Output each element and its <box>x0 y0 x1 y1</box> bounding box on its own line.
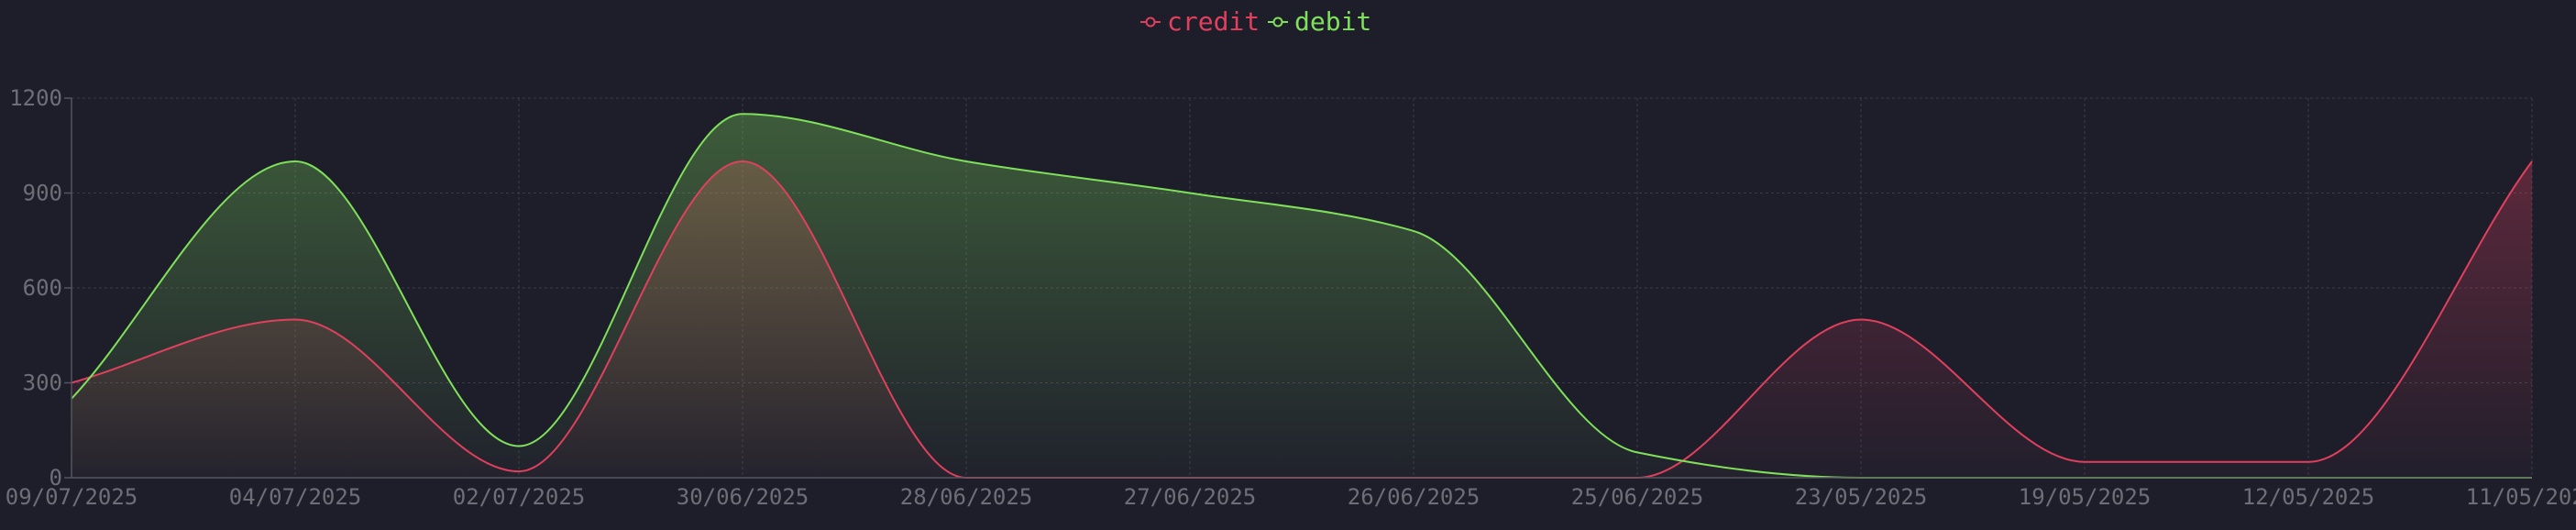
x-tick-label: 23/05/2025 <box>1795 484 1928 510</box>
x-tick-label: 09/07/2025 <box>6 484 138 510</box>
y-tick-label: 0 <box>50 465 62 491</box>
x-tick-label: 30/06/2025 <box>677 484 809 510</box>
legend[interactable]: credit debit <box>1140 6 1371 37</box>
y-tick-label: 300 <box>23 370 62 396</box>
y-tick-label: 600 <box>23 275 62 301</box>
x-tick-label: 12/05/2025 <box>2242 484 2375 510</box>
x-tick-label: 25/06/2025 <box>1571 484 1704 510</box>
legend-label: debit <box>1294 6 1371 37</box>
y-tick-label: 1200 <box>9 85 62 111</box>
series-area-debit <box>72 114 2532 478</box>
legend-item-debit[interactable]: debit <box>1268 6 1371 37</box>
x-tick-label: 02/07/2025 <box>453 484 586 510</box>
y-tick-label: 900 <box>23 181 62 206</box>
series-areas <box>72 114 2532 478</box>
x-tick-label: 04/07/2025 <box>229 484 362 510</box>
axes: 0 300 600 900 1200 09/07/2025 04/07/2025 02/07/… <box>6 85 2576 510</box>
x-tick-label: 27/06/2025 <box>1124 484 1257 510</box>
legend-marker-icon <box>1272 17 1283 28</box>
x-tick-label: 19/05/2025 <box>2019 484 2152 510</box>
x-tick-label: 11/05/2025 <box>2466 484 2576 510</box>
x-tick-label: 26/06/2025 <box>1348 484 1481 510</box>
legend-item-credit[interactable]: credit <box>1140 6 1260 37</box>
x-tick-label: 28/06/2025 <box>900 484 1033 510</box>
legend-marker-icon <box>1145 17 1156 28</box>
legend-label: credit <box>1167 6 1260 37</box>
